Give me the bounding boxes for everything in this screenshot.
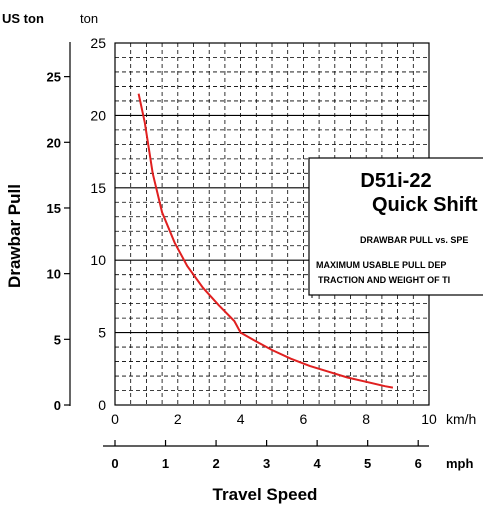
series-line (137, 93, 394, 389)
x-secondary-unit: mph (446, 456, 474, 471)
grid (115, 43, 429, 405)
x-axis-title: Travel Speed (213, 485, 318, 504)
x-primary-tick-label: 6 (300, 411, 308, 427)
x-secondary-tick-label: 6 (415, 456, 422, 471)
y-secondary-tick-label: 0 (54, 398, 61, 413)
y-secondary-tick-label: 20 (47, 135, 61, 150)
y-secondary-tick-label: 25 (47, 70, 61, 85)
info-box-note-1: DRAWBAR PULL vs. SPE (360, 235, 468, 245)
info-box-note-3: TRACTION AND WEIGHT OF TI (318, 275, 450, 285)
x-secondary-tick-label: 5 (364, 456, 371, 471)
x-secondary-tick-label: 3 (263, 456, 270, 471)
x-secondary-tick-label: 0 (111, 456, 118, 471)
info-box-subtitle: Quick Shift (372, 194, 478, 216)
x-primary-tick-label: 10 (421, 411, 437, 427)
info-box-note-2: MAXIMUM USABLE PULL DEP (316, 260, 446, 270)
y-primary-ticks: 0 5 10 15 20 25 (90, 35, 106, 413)
x-secondary-tick-label: 2 (212, 456, 219, 471)
y-primary-tick-label: 25 (90, 35, 106, 51)
y-primary-tick-label: 5 (98, 325, 106, 341)
y-secondary-tick-label: 15 (47, 201, 61, 216)
info-box-title: D51i-22 (360, 170, 431, 192)
x-primary-tick-label: 2 (174, 411, 182, 427)
x-primary-tick-label: 0 (111, 411, 119, 427)
x-primary-tick-label: 4 (237, 411, 245, 427)
y-primary-unit: ton (80, 11, 98, 26)
x-primary-unit: km/h (446, 411, 476, 427)
y-secondary-tick-label: 5 (54, 332, 61, 347)
info-box: D51i-22 Quick Shift DRAWBAR PULL vs. SPE… (308, 157, 483, 298)
x-secondary-tick-label: 1 (162, 456, 169, 471)
x-primary-ticks: 0 2 4 6 8 10 (111, 411, 437, 427)
y-primary-tick-label: 0 (98, 397, 106, 413)
x-secondary-ticks: 0 1 2 3 4 5 6 (111, 440, 422, 471)
info-box-frame (308, 157, 483, 296)
y-secondary-tick-label: 10 (47, 267, 61, 282)
y-secondary-ticks: 0 5 10 15 20 25 (47, 70, 70, 413)
y-secondary-unit: US ton (2, 11, 44, 26)
y-primary-tick-label: 15 (90, 180, 106, 196)
y-primary-tick-label: 10 (90, 252, 106, 268)
y-axis-title: Drawbar Pull (5, 184, 24, 288)
x-primary-tick-label: 8 (362, 411, 370, 427)
y-primary-tick-label: 20 (90, 107, 106, 123)
x-secondary-tick-label: 4 (314, 456, 322, 471)
